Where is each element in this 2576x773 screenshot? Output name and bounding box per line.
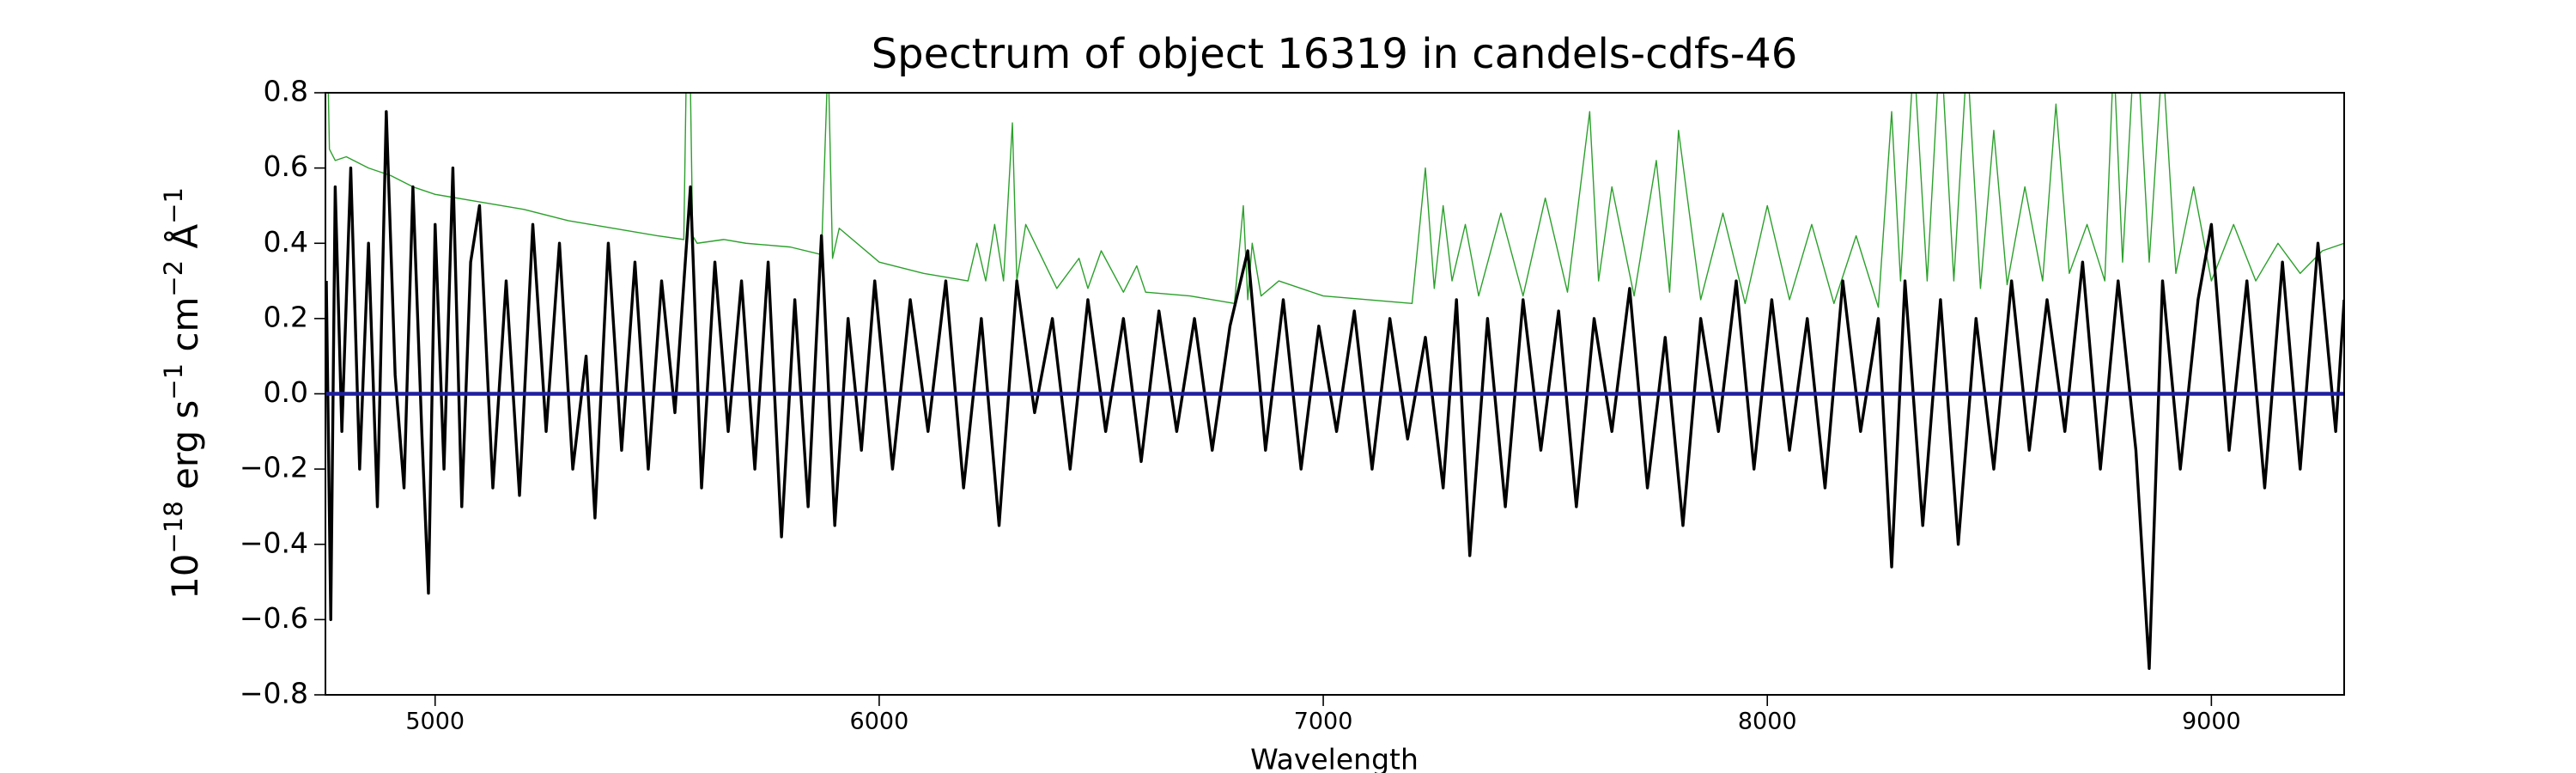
y-tick-label: 0.2 xyxy=(264,300,308,333)
y-tick-label: −0.8 xyxy=(240,677,308,710)
y-label-exponent: −1 xyxy=(159,363,188,400)
y-label-exponent: −18 xyxy=(159,501,188,553)
y-tick-label: −0.6 xyxy=(240,601,308,635)
x-axis-label: Wavelength xyxy=(1250,743,1419,773)
plot-area xyxy=(325,93,2344,671)
x-tick-label: 7000 xyxy=(1294,709,1353,735)
y-label-exponent: −1 xyxy=(159,187,188,224)
spectrum-line xyxy=(325,110,2344,671)
x-tick-label: 5000 xyxy=(405,709,465,735)
y-label-text: Å xyxy=(163,224,206,260)
chart-title: Spectrum of object 16319 in candels-cdfs… xyxy=(872,30,1798,78)
spectrum-line xyxy=(327,93,2344,308)
y-tick-label: −0.2 xyxy=(240,451,308,484)
y-tick-label: 0.0 xyxy=(264,375,308,409)
y-label-exponent: −2 xyxy=(159,260,188,297)
x-tick-label: 6000 xyxy=(850,709,909,735)
y-tick-label: 0.4 xyxy=(264,225,308,259)
y-label-text: erg s xyxy=(164,400,206,502)
y-axis-label: 10−18 erg s−1 cm−2 Å−1 xyxy=(159,187,206,600)
y-label-text: 10 xyxy=(164,554,206,600)
y-tick-label: 0.6 xyxy=(264,149,308,183)
y-label-text: cm xyxy=(164,297,206,363)
y-tick-label: 0.8 xyxy=(264,75,308,108)
x-tick-label: 8000 xyxy=(1738,709,1797,735)
x-tick-label: 9000 xyxy=(2182,709,2241,735)
y-tick-label: −0.4 xyxy=(240,526,308,559)
